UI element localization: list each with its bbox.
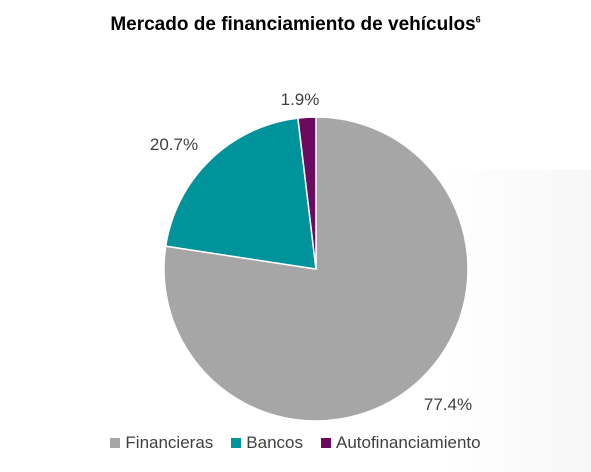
legend-item-autofinanciamiento: Autofinanciamiento	[320, 433, 481, 453]
chart-legend: Financieras Bancos Autofinanciamiento	[0, 433, 591, 453]
chart-title-text: Mercado de financiamiento de vehículos	[110, 14, 476, 35]
legend-swatch-financieras	[110, 438, 121, 448]
legend-label-autofinanciamiento: Autofinanciamiento	[335, 433, 481, 452]
legend-label-financieras: Financieras	[125, 433, 214, 452]
chart-title-footnote: 6	[475, 14, 481, 25]
chart-title: Mercado de financiamiento de vehículos6	[0, 14, 591, 36]
data-label-bancos: 20.7%	[150, 135, 198, 154]
data-label-financieras: 77.4%	[424, 395, 472, 414]
legend-swatch-bancos	[231, 438, 242, 448]
legend-label-bancos: Bancos	[246, 433, 303, 452]
pie-slice-financieras	[163, 116, 469, 422]
legend-swatch-autofinanciamiento	[320, 438, 331, 448]
legend-item-financieras: Financieras	[110, 433, 213, 453]
pie-slice-autofinanciamiento	[297, 116, 317, 270]
legend-item-bancos: Bancos	[231, 433, 303, 453]
pie-slice-bancos	[164, 117, 317, 270]
data-label-autofinanciamiento: 1.9%	[281, 90, 320, 109]
